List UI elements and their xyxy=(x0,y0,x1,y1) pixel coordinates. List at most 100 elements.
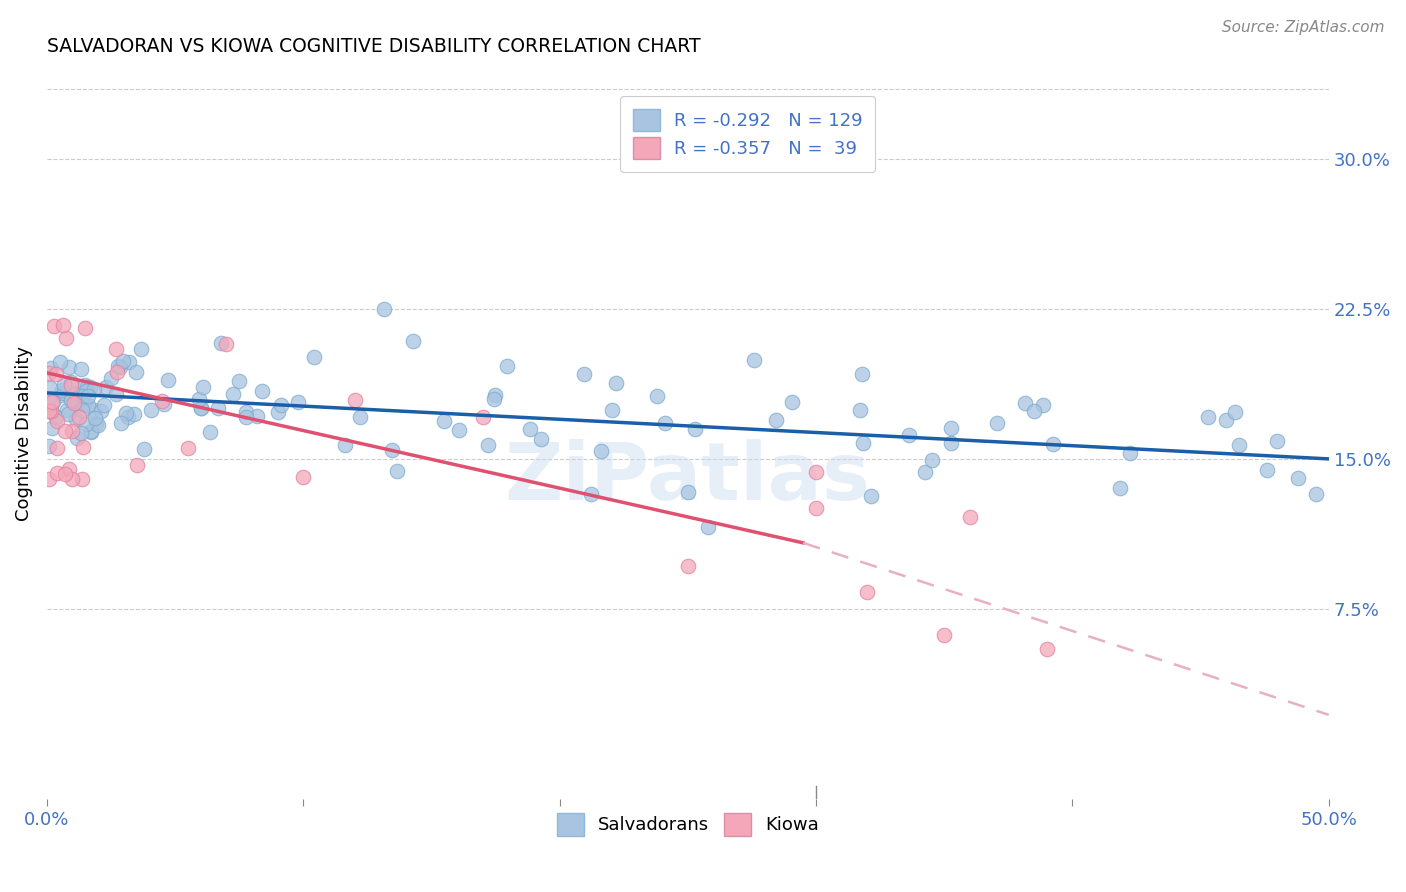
Point xyxy=(198,425,221,439)
Point xyxy=(80,425,103,439)
Point xyxy=(60,472,83,486)
Point xyxy=(63,396,86,410)
Point xyxy=(742,353,765,368)
Text: ZiPatlas: ZiPatlas xyxy=(505,439,870,516)
Point xyxy=(228,375,250,389)
Point xyxy=(647,389,669,403)
Point xyxy=(141,402,163,417)
Point xyxy=(381,443,404,458)
Point xyxy=(55,331,77,345)
Point xyxy=(117,409,139,424)
Point xyxy=(60,424,83,438)
Point xyxy=(125,458,148,472)
Point xyxy=(41,405,63,419)
Point xyxy=(72,389,94,403)
Point xyxy=(105,365,128,379)
Point xyxy=(129,342,152,356)
Point xyxy=(53,424,76,438)
Point xyxy=(73,320,96,334)
Point xyxy=(402,334,425,348)
Point xyxy=(581,487,603,501)
Point xyxy=(676,559,699,574)
Point xyxy=(104,386,127,401)
Point xyxy=(46,414,69,428)
Point xyxy=(856,585,879,599)
Point xyxy=(986,417,1008,431)
Point xyxy=(65,431,87,445)
Point xyxy=(209,336,232,351)
Point xyxy=(83,403,105,417)
Point xyxy=(104,342,127,356)
Text: Source: ZipAtlas.com: Source: ZipAtlas.com xyxy=(1222,20,1385,35)
Point xyxy=(1024,404,1046,418)
Point xyxy=(765,413,787,427)
Point xyxy=(56,407,79,421)
Point xyxy=(125,365,148,379)
Point xyxy=(1197,410,1219,425)
Point xyxy=(385,464,408,478)
Y-axis label: Cognitive Disability: Cognitive Disability xyxy=(15,346,32,522)
Point xyxy=(52,318,75,332)
Point xyxy=(75,384,97,399)
Point xyxy=(38,392,60,406)
Point xyxy=(266,405,288,419)
Point xyxy=(38,472,60,486)
Point xyxy=(66,393,89,408)
Point xyxy=(1032,399,1054,413)
Point xyxy=(58,461,80,475)
Point xyxy=(60,377,83,392)
Point xyxy=(654,416,676,430)
Point xyxy=(177,442,200,456)
Point xyxy=(59,392,82,407)
Point xyxy=(471,409,494,424)
Point xyxy=(100,370,122,384)
Point xyxy=(432,414,454,428)
Point xyxy=(343,392,366,407)
Point xyxy=(530,432,553,446)
Point xyxy=(235,410,257,425)
Point xyxy=(1108,481,1130,495)
Point xyxy=(349,410,371,425)
Point xyxy=(804,500,827,515)
Point xyxy=(207,401,229,415)
Point xyxy=(1035,641,1057,656)
Point xyxy=(156,373,179,387)
Point xyxy=(76,389,98,403)
Point xyxy=(782,394,804,409)
Point xyxy=(898,428,921,442)
Point xyxy=(56,403,79,417)
Point xyxy=(83,411,105,425)
Point xyxy=(959,510,981,524)
Point xyxy=(605,376,627,391)
Point xyxy=(804,465,827,479)
Point xyxy=(152,397,174,411)
Point xyxy=(70,402,93,417)
Point xyxy=(190,401,212,415)
Point xyxy=(42,395,65,409)
Point xyxy=(1286,471,1309,485)
Point xyxy=(697,520,720,534)
Point xyxy=(72,440,94,454)
Point xyxy=(191,380,214,394)
Point xyxy=(75,378,97,392)
Point xyxy=(250,384,273,399)
Point xyxy=(1215,413,1237,427)
Point xyxy=(1305,487,1327,501)
Point xyxy=(187,392,209,406)
Point xyxy=(73,398,96,412)
Point xyxy=(77,398,100,412)
Point xyxy=(83,382,105,396)
Point xyxy=(48,354,70,368)
Point xyxy=(852,436,875,450)
Point xyxy=(38,366,60,380)
Point xyxy=(118,355,141,369)
Point xyxy=(482,392,505,406)
Point xyxy=(66,396,89,410)
Point xyxy=(63,387,86,401)
Point xyxy=(41,395,63,409)
Point xyxy=(110,416,132,430)
Point xyxy=(287,395,309,409)
Point xyxy=(685,422,707,436)
Point xyxy=(572,368,595,382)
Point xyxy=(519,422,541,436)
